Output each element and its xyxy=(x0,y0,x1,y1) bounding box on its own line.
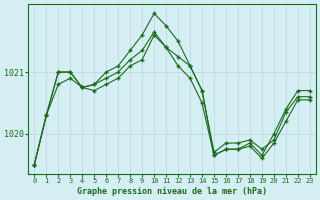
X-axis label: Graphe pression niveau de la mer (hPa): Graphe pression niveau de la mer (hPa) xyxy=(77,187,267,196)
